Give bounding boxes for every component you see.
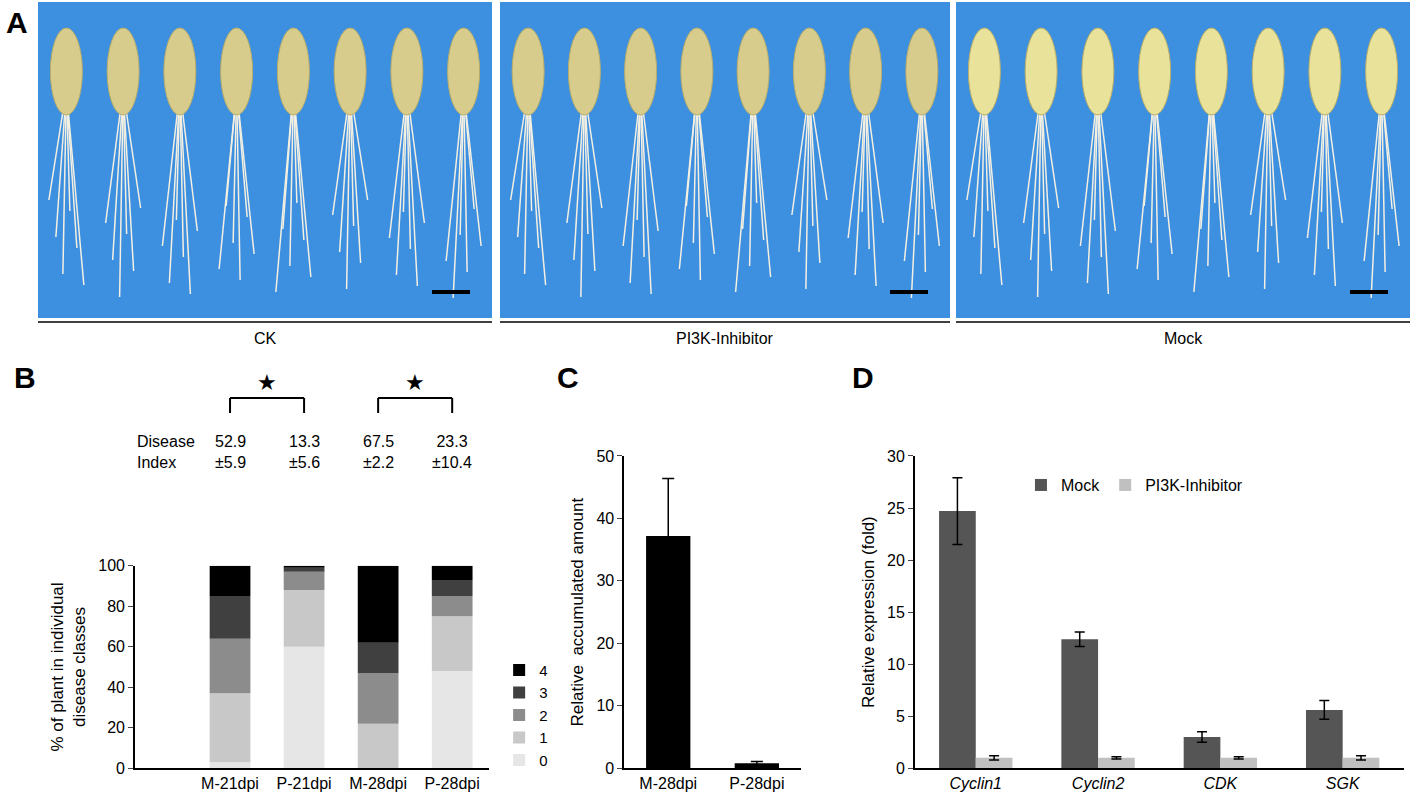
svg-text:4: 4 — [539, 662, 547, 679]
svg-text:0: 0 — [896, 760, 905, 777]
svg-text:M-28dpi: M-28dpi — [349, 775, 407, 792]
svg-text:0: 0 — [116, 760, 125, 777]
svg-text:30: 30 — [596, 572, 614, 589]
svg-text:DiseaseIndex: DiseaseIndex — [137, 433, 195, 471]
svg-text:0: 0 — [605, 760, 614, 777]
svg-text:P-28dpi: P-28dpi — [425, 775, 480, 792]
svg-text:5: 5 — [896, 708, 905, 725]
svg-text:P-28dpi: P-28dpi — [729, 775, 784, 792]
svg-text:1: 1 — [539, 729, 547, 746]
svg-text:Cyclin2: Cyclin2 — [1072, 775, 1125, 792]
svg-text:15: 15 — [887, 604, 905, 621]
svg-text:★: ★ — [257, 370, 277, 395]
svg-text:67.5±2.2: 67.5±2.2 — [363, 433, 394, 471]
svg-text:30: 30 — [887, 448, 905, 465]
svg-text:10: 10 — [596, 697, 614, 714]
svg-text:D: D — [852, 361, 874, 394]
svg-text:Mock: Mock — [1164, 330, 1203, 347]
svg-text:Relative accumulated amount: Relative accumulated amount — [568, 497, 587, 726]
svg-text:20: 20 — [107, 719, 125, 736]
svg-text:50: 50 — [596, 448, 614, 465]
svg-text:0: 0 — [539, 752, 547, 769]
svg-text:SGK: SGK — [1326, 775, 1361, 792]
svg-text:23.3±10.4: 23.3±10.4 — [432, 433, 472, 471]
svg-text:PI3K-Inhibitor: PI3K-Inhibitor — [1145, 477, 1243, 494]
svg-text:20: 20 — [887, 552, 905, 569]
svg-text:CK: CK — [254, 330, 277, 347]
svg-text:★: ★ — [405, 370, 425, 395]
svg-text:13.3±5.6: 13.3±5.6 — [289, 433, 320, 471]
svg-text:40: 40 — [596, 510, 614, 527]
svg-text:Relative expression (fold): Relative expression (fold) — [859, 516, 878, 708]
svg-text:20: 20 — [596, 635, 614, 652]
svg-text:25: 25 — [887, 500, 905, 517]
svg-text:M-21dpi: M-21dpi — [201, 775, 259, 792]
svg-text:C: C — [557, 361, 579, 394]
svg-text:52.9±5.9: 52.9±5.9 — [215, 433, 246, 471]
svg-text:P-21dpi: P-21dpi — [277, 775, 332, 792]
svg-text:CDK: CDK — [1203, 775, 1238, 792]
svg-text:40: 40 — [107, 679, 125, 696]
svg-text:10: 10 — [887, 656, 905, 673]
svg-text:2: 2 — [539, 707, 547, 724]
svg-text:PI3K-Inhibitor: PI3K-Inhibitor — [676, 330, 774, 347]
svg-text:M-28dpi: M-28dpi — [639, 775, 697, 792]
svg-text:3: 3 — [539, 684, 547, 701]
svg-text:Cyclin1: Cyclin1 — [950, 775, 1002, 792]
svg-text:A: A — [6, 6, 28, 39]
svg-text:% of plant in individualdiseas: % of plant in individualdisease classes — [48, 582, 89, 751]
svg-text:B: B — [14, 361, 36, 394]
svg-text:60: 60 — [107, 638, 125, 655]
svg-text:Mock: Mock — [1061, 477, 1100, 494]
svg-text:100: 100 — [98, 557, 125, 574]
svg-text:80: 80 — [107, 598, 125, 615]
